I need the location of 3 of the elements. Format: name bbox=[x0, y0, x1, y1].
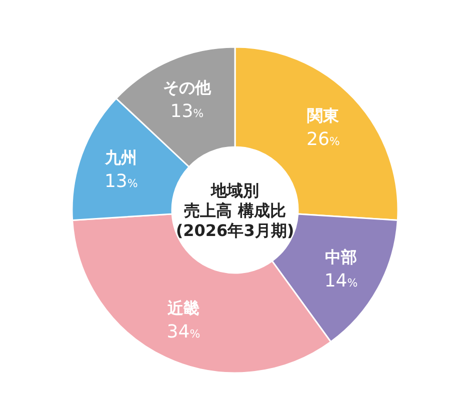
title: 地域別 bbox=[211, 181, 259, 200]
subtitle: 売上高 構成比 bbox=[184, 201, 286, 220]
annotation: (2026年3月期) bbox=[176, 221, 294, 240]
